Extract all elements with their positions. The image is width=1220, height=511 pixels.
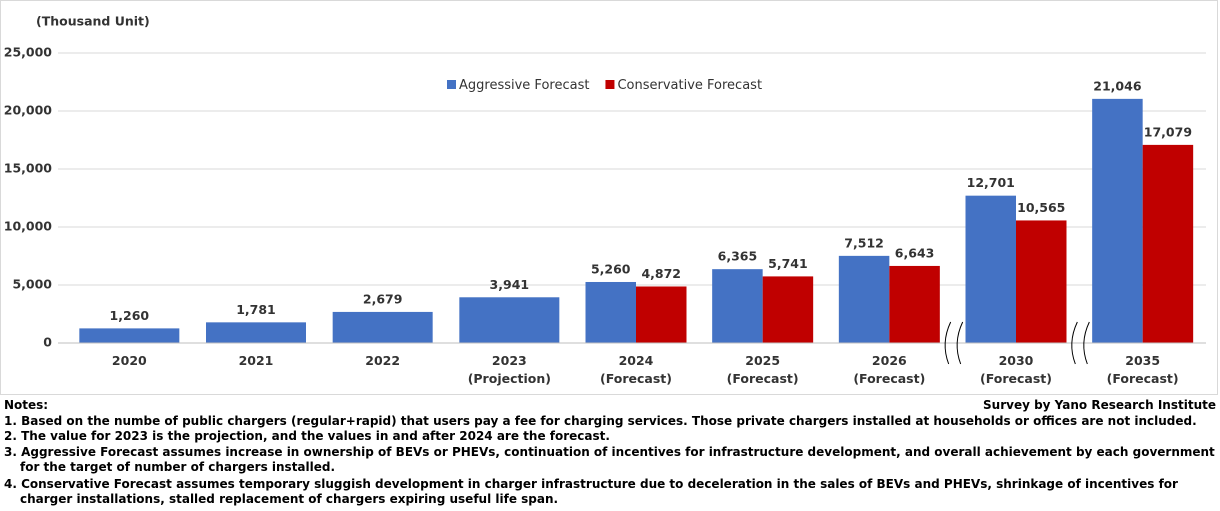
axis-break [944, 321, 952, 365]
legend-label: Conservative Forecast [617, 78, 762, 93]
y-tick-label: 20,000 [4, 103, 53, 118]
value-label: 17,079 [1144, 124, 1192, 139]
chart: (Thousand Unit) 0 5,000 10,000 15,000 20,000… [0, 0, 1218, 395]
x-tick-label: 2030 (Forecast) [980, 353, 1052, 386]
note-item: 1. Based on the numbe of public chargers… [4, 414, 1197, 428]
value-label: 7,512 [844, 235, 884, 250]
value-label: 5,260 [591, 261, 631, 276]
unit-label: (Thousand Unit) [36, 14, 150, 29]
bar [636, 286, 687, 343]
notes-title: Notes: [4, 398, 49, 412]
x-tick-label: 2025 (Forecast) [726, 353, 799, 386]
note-item: 4. Conservative Forecast assumes tempora… [4, 477, 1178, 506]
legend-swatch [605, 80, 615, 89]
value-label: 2,679 [363, 291, 403, 306]
bar [585, 281, 636, 343]
x-tick-label: 2026 (Forecast) [853, 353, 926, 386]
legend-label: Aggressive Forecast [459, 78, 589, 93]
value-label: 21,046 [1093, 78, 1142, 93]
axis-break [956, 321, 964, 365]
value-label: 5,741 [768, 256, 808, 271]
bar [965, 195, 1016, 343]
bar [332, 311, 433, 343]
x-tick-label: 2022 [365, 353, 401, 368]
note-item: 3. Aggressive Forecast assumes increase … [4, 445, 1215, 474]
bar [1092, 98, 1143, 344]
bar [1016, 220, 1067, 343]
value-label: 6,365 [718, 249, 758, 264]
source: Survey by Yano Research Institute [983, 398, 1216, 412]
value-label: 6,643 [895, 245, 935, 260]
value-label: 12,701 [967, 175, 1015, 190]
y-tick-label: 0 [43, 335, 52, 350]
x-tick-label: 2024 (Forecast) [600, 353, 672, 386]
bar [206, 322, 306, 343]
bar [712, 269, 763, 343]
bar [1142, 144, 1194, 343]
value-label: 1,781 [236, 302, 276, 317]
x-tick-label: 2035 (Forecast) [1106, 353, 1179, 386]
bar [838, 255, 890, 343]
value-label: 1,260 [110, 308, 150, 323]
y-tick-label: 25,000 [4, 45, 53, 60]
value-label: 10,565 [1017, 200, 1065, 215]
bar [79, 328, 180, 343]
x-tick-label: 2020 [111, 353, 147, 368]
bar [889, 265, 940, 343]
y-tick-label: 5,000 [12, 277, 52, 292]
x-tick-label: 2021 [238, 353, 274, 368]
value-label: 3,941 [490, 277, 530, 292]
axis-break [1083, 321, 1090, 365]
x-tick-label: 2023 (Projection) [467, 353, 551, 386]
legend-swatch [447, 80, 456, 89]
bar [459, 297, 560, 343]
chart-border [0, 0, 1218, 395]
bar [762, 276, 814, 343]
y-tick-label: 10,000 [4, 219, 53, 234]
note-item: 2. The value for 2023 is the projection,… [4, 429, 610, 443]
y-tick-label: 15,000 [4, 161, 53, 176]
axis-break [1071, 321, 1078, 365]
value-label: 4,872 [641, 266, 681, 281]
